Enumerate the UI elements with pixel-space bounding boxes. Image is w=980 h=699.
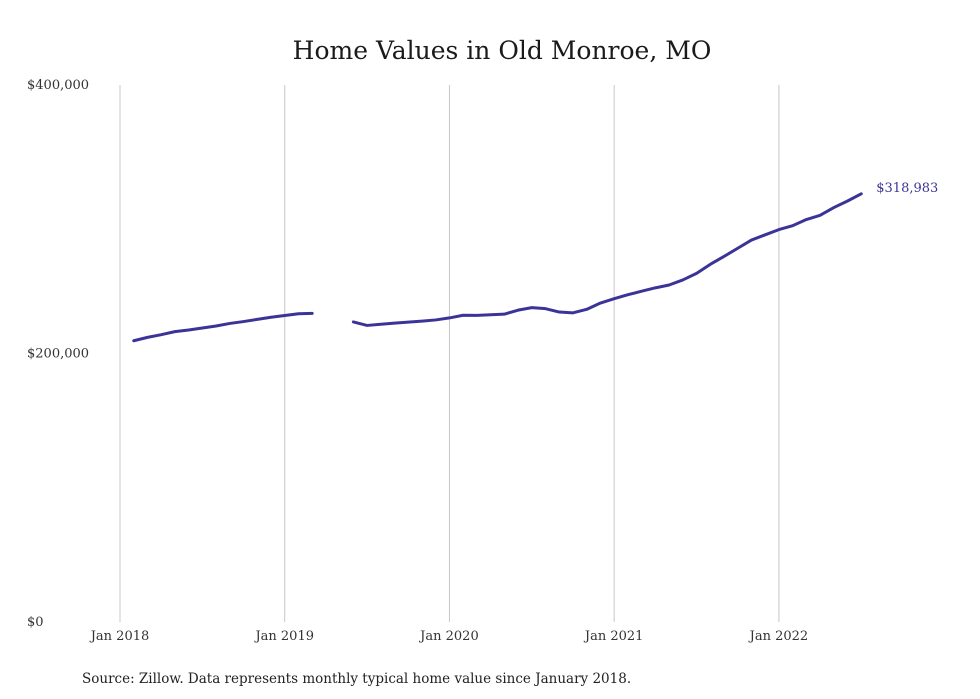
y-tick-label-0: $0 — [27, 615, 44, 630]
series-line-segment-0 — [132, 311, 314, 343]
chart-title: Home Values in Old Monroe, MO — [293, 36, 712, 65]
y-tick-label-2: $400,000 — [27, 78, 89, 93]
x-tick-label-1: Jan 2019 — [253, 629, 314, 644]
x-tick-label-3: Jan 2021 — [583, 629, 644, 644]
x-tick-label-2: Jan 2020 — [418, 629, 479, 644]
series-line-segment-1 — [351, 192, 863, 327]
x-axis: Jan 2018 Jan 2019 Jan 2020 Jan 2021 Jan 2022 — [89, 629, 808, 644]
end-value-label: $318,983 — [876, 181, 938, 196]
y-tick-label-1: $200,000 — [27, 347, 89, 362]
x-tick-label-4: Jan 2022 — [748, 629, 809, 644]
x-tick-label-0: Jan 2018 — [89, 629, 150, 644]
series-layer — [132, 192, 863, 343]
y-axis: $0 $200,000 $400,000 — [27, 78, 89, 630]
source-note: Source: Zillow. Data represents monthly … — [82, 671, 631, 687]
grid-layer — [119, 85, 780, 622]
